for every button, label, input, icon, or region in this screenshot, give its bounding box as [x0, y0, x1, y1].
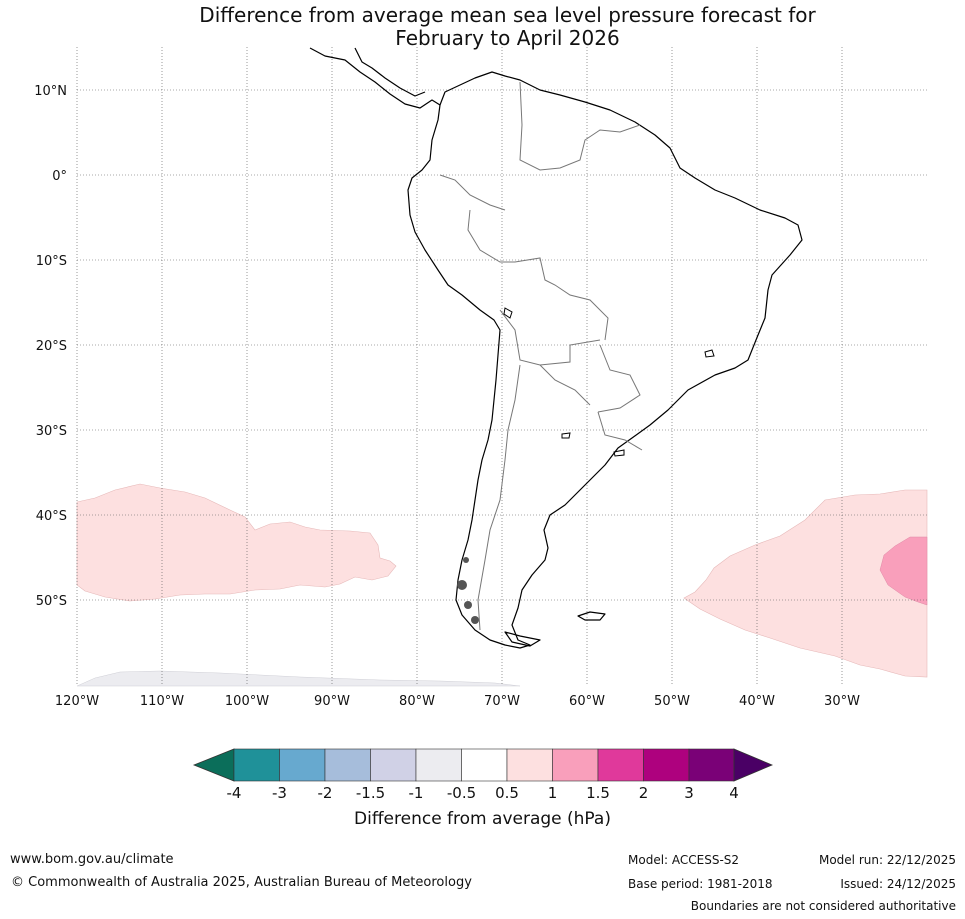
- lon-label: 60°W: [569, 694, 605, 709]
- lon-label: 70°W: [484, 694, 520, 709]
- lon-label: 30°W: [824, 694, 860, 709]
- colorbar-segment: [233, 748, 280, 782]
- lon-label: 80°W: [399, 694, 435, 709]
- falkland-islands: [577, 611, 606, 621]
- colorbar-extend-high: [733, 748, 774, 782]
- colorbar-extend-low: [192, 748, 235, 782]
- colorbar-segment: [324, 748, 371, 782]
- chile-fjords: [457, 557, 479, 624]
- chart-title: Difference from average mean sea level p…: [120, 4, 895, 50]
- central-america-north-coast: [354, 47, 426, 97]
- colorbar-tick: 4: [729, 784, 739, 802]
- lat-label: 50°S: [36, 594, 67, 609]
- issued-date: Issued: 24/12/2025: [840, 877, 956, 891]
- colorbar: [192, 748, 774, 782]
- lon-label: 40°W: [739, 694, 775, 709]
- lon-label: 100°W: [225, 694, 269, 709]
- colorbar-tick: -0.5: [446, 784, 477, 802]
- lat-labels: 10°N 0° 10°S 20°S 30°S 40°S 50°S: [34, 84, 67, 609]
- anomaly-fields: [76, 483, 928, 687]
- coastline: [309, 47, 803, 649]
- lon-label: 110°W: [140, 694, 184, 709]
- website-link[interactable]: www.bom.gov.au/climate: [10, 852, 174, 867]
- lakes: [503, 307, 715, 457]
- anomaly-area-south-neg: [76, 670, 521, 687]
- colorbar-tick: -2: [317, 784, 333, 802]
- model-name: Model: ACCESS-S2: [628, 853, 740, 867]
- colorbar-tick: 1.5: [586, 784, 610, 802]
- colorbar-tick: 1: [547, 784, 558, 802]
- lat-label: 0°: [52, 169, 67, 184]
- boundaries-disclaimer: Boundaries are not considered authoritat…: [690, 899, 956, 913]
- lat-label: 10°N: [34, 84, 67, 99]
- south-america-outline: [407, 71, 803, 649]
- colorbar-tick: -1.5: [355, 784, 386, 802]
- anomaly-area-west-0.5-1: [76, 483, 397, 602]
- colorbar-segment: [643, 748, 690, 782]
- anomaly-area-east-0.5-1: [683, 489, 928, 678]
- lat-label: 20°S: [36, 339, 67, 354]
- lon-labels: 120°W 110°W 100°W 90°W 80°W 70°W 60°W 50…: [55, 694, 860, 709]
- colorbar-tick: -4: [226, 784, 242, 802]
- colorbar-segment: [279, 748, 326, 782]
- country-borders: [439, 81, 643, 631]
- tierra-del-fuego: [504, 631, 541, 647]
- gridlines: [76, 47, 927, 686]
- copyright-text: © Commonwealth of Australia 2025, Austra…: [11, 875, 472, 890]
- colorbar-segment: [688, 748, 735, 782]
- base-period: Base period: 1981-2018: [628, 877, 773, 891]
- colorbar-tick: -3: [272, 784, 287, 802]
- central-america-coast: [309, 47, 441, 109]
- title-line-1: Difference from average mean sea level p…: [199, 3, 816, 27]
- lon-label: 90°W: [314, 694, 350, 709]
- colorbar-segment: [370, 748, 417, 782]
- anomaly-area-east-1-1.5: [879, 536, 928, 606]
- colorbar-tick: 3: [684, 784, 694, 802]
- colorbar-tick: 2: [638, 784, 649, 802]
- lon-label: 120°W: [55, 694, 99, 709]
- lat-label: 30°S: [36, 424, 67, 439]
- lat-label: 40°S: [36, 509, 67, 524]
- title-line-2: February to April 2026: [395, 26, 620, 50]
- lat-label: 10°S: [36, 254, 67, 269]
- colorbar-segment: [552, 748, 599, 782]
- colorbar-label: Difference from average (hPa): [354, 809, 611, 829]
- model-run-date: Model run: 22/12/2025: [818, 853, 956, 867]
- colorbar-segment: [597, 748, 644, 782]
- colorbar-tick: 0.5: [495, 784, 519, 802]
- colorbar-segment: [461, 748, 508, 782]
- colorbar-tick: -1: [408, 784, 424, 802]
- colorbar-segment: [415, 748, 462, 782]
- colorbar-segment: [506, 748, 553, 782]
- lon-label: 50°W: [654, 694, 690, 709]
